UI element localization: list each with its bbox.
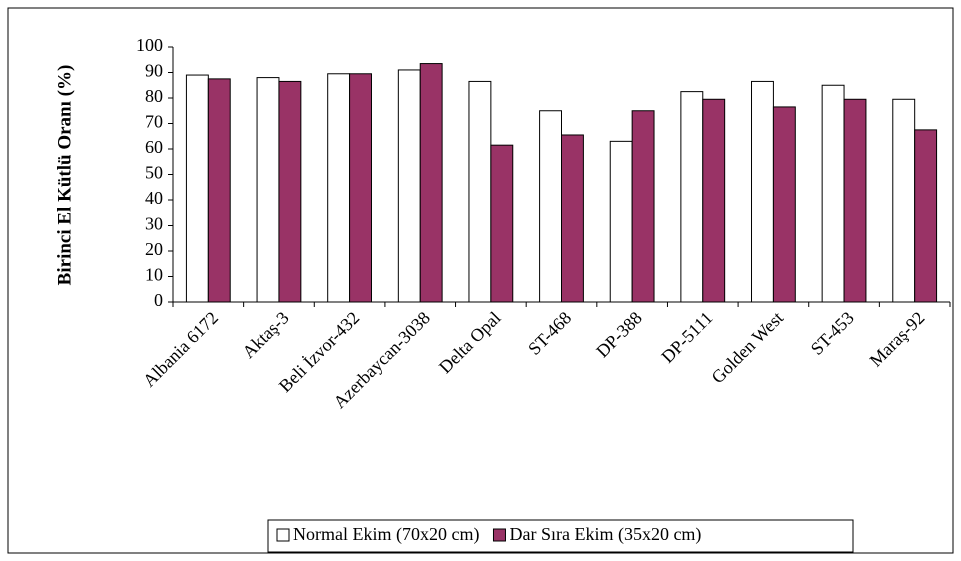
bar [892,98,916,303]
bar [539,110,562,303]
bar [751,80,774,303]
y-tick-label: 50 [145,163,163,183]
bar [609,140,633,303]
legend-swatch [276,528,290,542]
legend-label: Dar Sıra Ekim (35x20 cm) [509,524,701,545]
y-tick-label: 100 [136,35,163,55]
bar [561,134,584,303]
bar [821,84,845,303]
bar [278,80,302,303]
y-tick-label: 40 [145,188,163,208]
bar [419,63,443,303]
bar [631,110,655,303]
bar [397,69,421,303]
bar [680,91,704,303]
y-tick-label: 60 [145,137,163,157]
bar [207,78,231,303]
y-tick-label: 20 [145,239,163,259]
bar [772,106,796,303]
legend-label: Normal Ekim (70x20 cm) [293,524,479,545]
y-tick-label: 30 [145,214,163,234]
y-tick-label: 70 [145,112,163,132]
bar [843,98,867,303]
y-tick-label: 80 [145,86,163,106]
bar [914,129,938,303]
bar [256,77,280,303]
bar [185,74,209,303]
y-tick-label: 90 [145,61,163,81]
bar [490,144,514,303]
bar [327,73,351,303]
bar [349,73,372,303]
bar [702,98,726,303]
y-axis-label: Birinci El Kütlü Oranı (%) [54,65,75,286]
legend-swatch [492,528,506,542]
y-tick-label: 0 [154,290,163,310]
y-tick-label: 10 [145,265,163,285]
bar [468,80,492,303]
legend-box [267,519,854,553]
